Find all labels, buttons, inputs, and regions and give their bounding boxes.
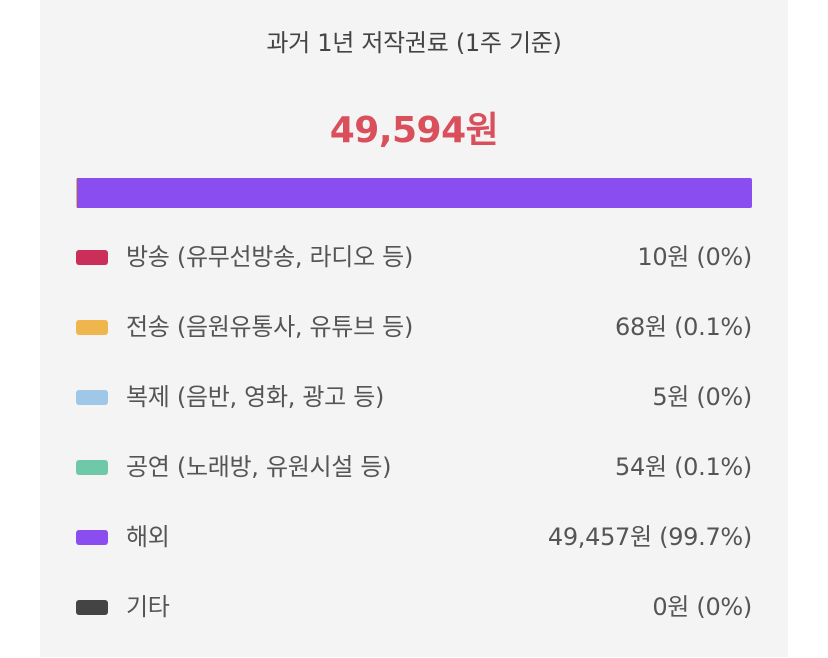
- legend-value: 49,457원 (99.7%): [547, 523, 752, 551]
- legend-label: 기타: [126, 593, 170, 621]
- legend-label: 전송 (음원유통사, 유튜브 등): [126, 313, 414, 341]
- bar-segment-performance: [76, 178, 78, 208]
- legend-item-broadcast: 방송 (유무선방송, 라디오 등) 10원 (0%): [76, 238, 752, 308]
- legend-label: 방송 (유무선방송, 라디오 등): [126, 243, 414, 271]
- legend-label: 해외: [126, 523, 170, 551]
- legend-value: 10원 (0%): [637, 243, 752, 271]
- legend-item-transmission: 전송 (음원유통사, 유튜브 등) 68원 (0.1%): [76, 308, 752, 378]
- legend-item-performance: 공연 (노래방, 유원시설 등) 54원 (0.1%): [76, 448, 752, 518]
- legend-value: 54원 (0.1%): [615, 453, 752, 481]
- legend-swatch: [76, 250, 108, 265]
- legend-item-other: 기타 0원 (0%): [76, 588, 752, 658]
- legend-label: 복제 (음반, 영화, 광고 등): [126, 383, 385, 411]
- card-title: 과거 1년 저작권료 (1주 기준): [266, 29, 562, 57]
- legend-item-overseas: 해외 49,457원 (99.7%): [76, 518, 752, 588]
- bar-segment-overseas: [77, 178, 752, 208]
- legend-value: 0원 (0%): [652, 593, 752, 621]
- distribution-bar: [76, 178, 752, 208]
- royalty-card: 과거 1년 저작권료 (1주 기준) 49,594원 방송 (유무선방송, 라디…: [40, 0, 788, 657]
- legend-label: 공연 (노래방, 유원시설 등): [126, 453, 392, 481]
- legend-swatch: [76, 460, 108, 475]
- legend-swatch: [76, 320, 108, 335]
- legend-value: 68원 (0.1%): [615, 313, 752, 341]
- legend-swatch: [76, 600, 108, 615]
- legend-swatch: [76, 530, 108, 545]
- legend: 방송 (유무선방송, 라디오 등) 10원 (0%) 전송 (음원유통사, 유튜…: [76, 238, 752, 658]
- legend-swatch: [76, 390, 108, 405]
- bar-segment-transmission: [76, 178, 77, 208]
- legend-value: 5원 (0%): [652, 383, 752, 411]
- total-amount: 49,594원: [329, 110, 499, 151]
- legend-item-reproduction: 복제 (음반, 영화, 광고 등) 5원 (0%): [76, 378, 752, 448]
